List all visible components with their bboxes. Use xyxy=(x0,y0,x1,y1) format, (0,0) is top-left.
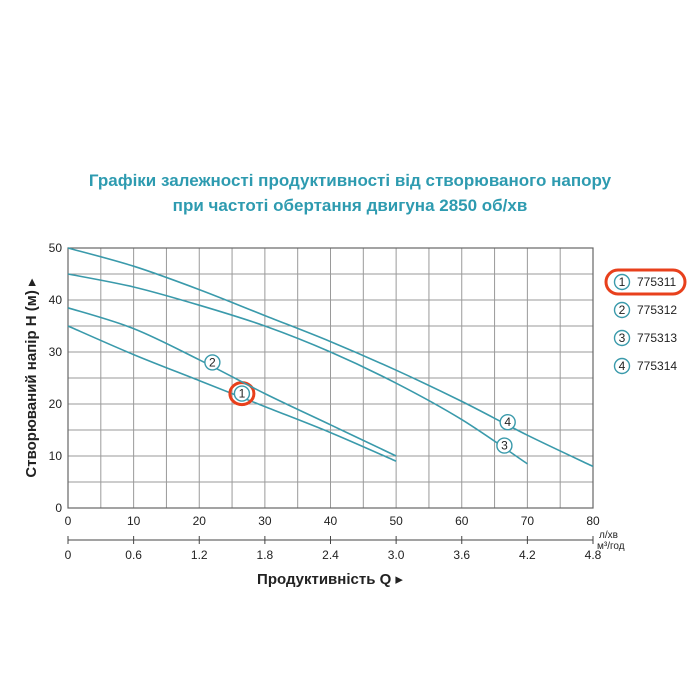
secondary-x-axis-unit: м³/год xyxy=(597,541,625,552)
y-tick-label: 0 xyxy=(55,501,62,515)
x-tick-label: 40 xyxy=(324,514,338,528)
legend-marker-label: 3 xyxy=(619,331,626,345)
secondary-x-tick-label: 0.6 xyxy=(125,548,142,562)
chart-title-line-2: при частоті обертання двигуна 2850 об/хв xyxy=(172,196,528,215)
chart-legend: 1 775311 2 775312 3 775313 4 775314 xyxy=(604,268,687,375)
curve-marker-label: 2 xyxy=(209,355,216,369)
legend-entry-775311: 775311 xyxy=(637,275,676,289)
y-tick-label: 30 xyxy=(49,345,63,359)
x-tick-label: 20 xyxy=(193,514,207,528)
curve-marker-2 xyxy=(204,354,221,371)
curve-marker-label: 1 xyxy=(239,387,246,401)
chart-title-line-1: Графіки залежності продуктивності від ст… xyxy=(88,171,612,190)
secondary-x-tick-label: 4.8 xyxy=(585,548,602,562)
x-tick-label: 0 xyxy=(65,514,72,528)
plot-frame xyxy=(67,247,594,509)
legend-marker-3 xyxy=(613,329,631,347)
secondary-x-tick-label: 1.2 xyxy=(191,548,208,562)
y-tick-label: 20 xyxy=(49,397,63,411)
curve-775313 xyxy=(67,273,528,465)
curve-marker-3 xyxy=(496,437,513,454)
y-tick-label: 40 xyxy=(49,293,63,307)
x-tick-label: 50 xyxy=(389,514,403,528)
curve-775311 xyxy=(67,325,397,462)
secondary-x-tick-label: 2.4 xyxy=(322,548,339,562)
x-tick-label: 60 xyxy=(455,514,469,528)
x-axis-unit: л/хв xyxy=(599,530,618,541)
legend-entry-775313: 775313 xyxy=(637,331,677,345)
secondary-x-tick-label: 3.6 xyxy=(453,548,470,562)
legend-highlight xyxy=(604,268,687,296)
x-tick-label: 30 xyxy=(258,514,272,528)
legend-entry-775314: 775314 xyxy=(637,359,677,373)
legend-entry-775312: 775312 xyxy=(637,303,677,317)
legend-marker-1 xyxy=(613,273,631,291)
y-tick-label: 10 xyxy=(49,449,63,463)
chart-title: Графіки залежності продуктивності від ст… xyxy=(0,168,700,218)
x-tick-label: 70 xyxy=(521,514,535,528)
legend-marker-label: 2 xyxy=(619,303,626,317)
secondary-x-tick-label: 0 xyxy=(65,548,72,562)
curve-marker-label: 4 xyxy=(504,415,511,429)
y-tick-label: 50 xyxy=(49,241,63,255)
x-tick-label: 80 xyxy=(586,514,600,528)
secondary-x-tick-label: 1.8 xyxy=(257,548,274,562)
chart-axes: 0 10 20 30 40 50 0 10 20 30 40 50 60 70 80 л/хв 0 0.6 1.2 1… xyxy=(49,241,625,562)
chart-grid xyxy=(67,247,594,509)
curve-marker-4 xyxy=(499,414,516,431)
curve-775312 xyxy=(67,307,397,457)
legend-marker-4 xyxy=(613,357,631,375)
secondary-x-tick-label: 4.2 xyxy=(519,548,536,562)
x-tick-label: 10 xyxy=(127,514,141,528)
legend-marker-2 xyxy=(613,301,631,319)
chart-series-group: 1 2 3 4 xyxy=(67,247,594,468)
secondary-x-tick-label: 3.0 xyxy=(388,548,405,562)
y-axis-title: Створюваний напір H (м) ▸ xyxy=(23,278,40,478)
legend-marker-label: 4 xyxy=(619,359,626,373)
x-axis-title: Продуктивність Q ▸ xyxy=(257,571,403,588)
legend-marker-label: 1 xyxy=(619,275,626,289)
curve-marker-label: 3 xyxy=(501,439,508,453)
curve-marker-1 xyxy=(233,385,251,402)
